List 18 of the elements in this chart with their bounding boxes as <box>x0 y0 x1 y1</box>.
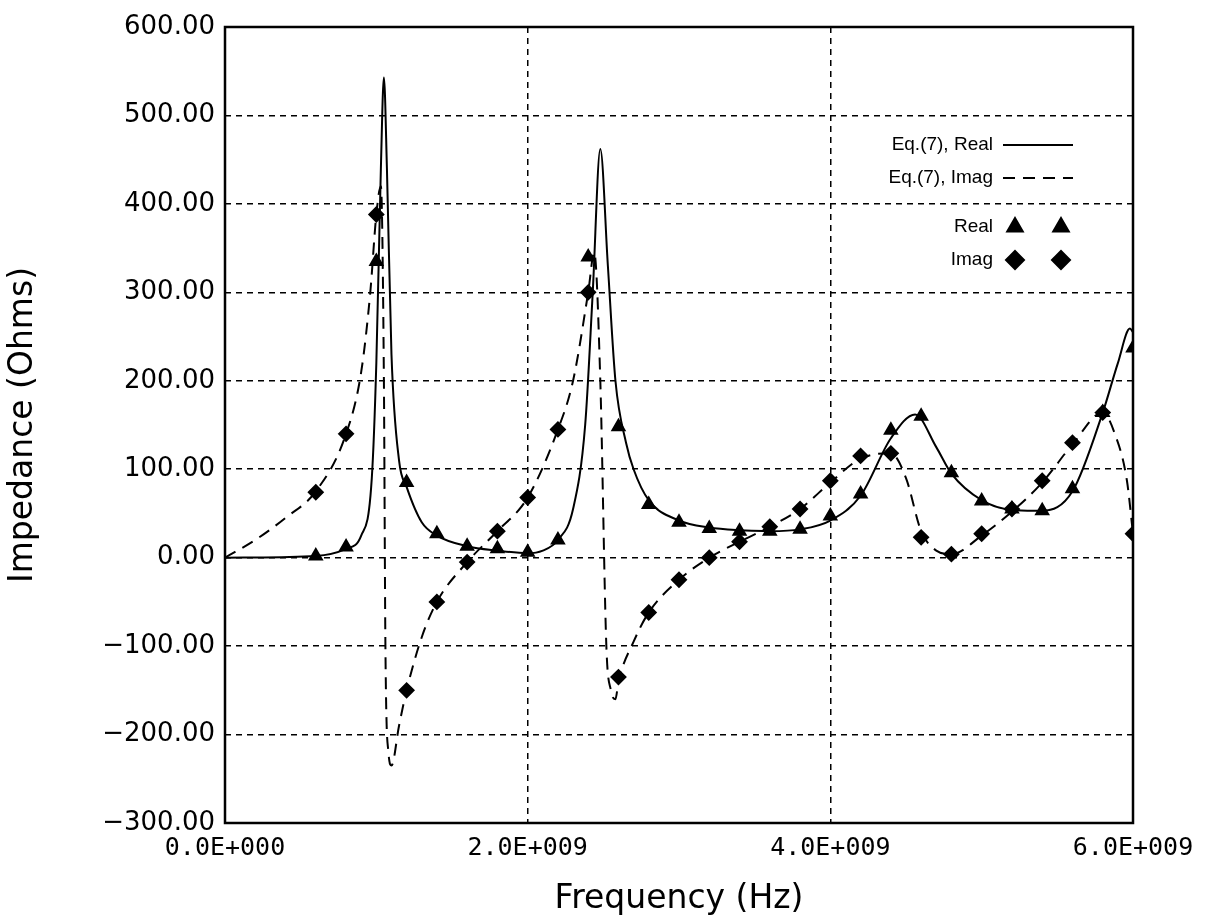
y-tick-label: 0.00 <box>157 540 215 571</box>
legend-label: Imag <box>950 248 993 270</box>
x-tick-label: 4.0E+009 <box>770 831 891 861</box>
y-tick-label: 200.00 <box>124 363 215 394</box>
x-tick-label: 6.0E+009 <box>1072 831 1194 861</box>
y-tick-label: 600.00 <box>124 9 215 40</box>
legend-label: Real <box>953 215 993 237</box>
y-tick-label: −100.00 <box>102 628 215 659</box>
x-axis-title: Frequency (Hz) <box>554 876 804 916</box>
x-tick-label: 2.0E+009 <box>467 831 588 861</box>
y-tick-label: 300.00 <box>124 275 215 306</box>
legend-label: Eq.(7), Imag <box>888 166 993 188</box>
y-tick-label: 100.00 <box>124 451 215 482</box>
y-tick-label: 500.00 <box>124 98 215 129</box>
y-axis-title: Impedance (Ohms) <box>1 266 41 584</box>
y-tick-label: −200.00 <box>102 717 215 748</box>
y-tick-label: 400.00 <box>124 186 215 217</box>
legend-label: Eq.(7), Real <box>891 133 993 155</box>
